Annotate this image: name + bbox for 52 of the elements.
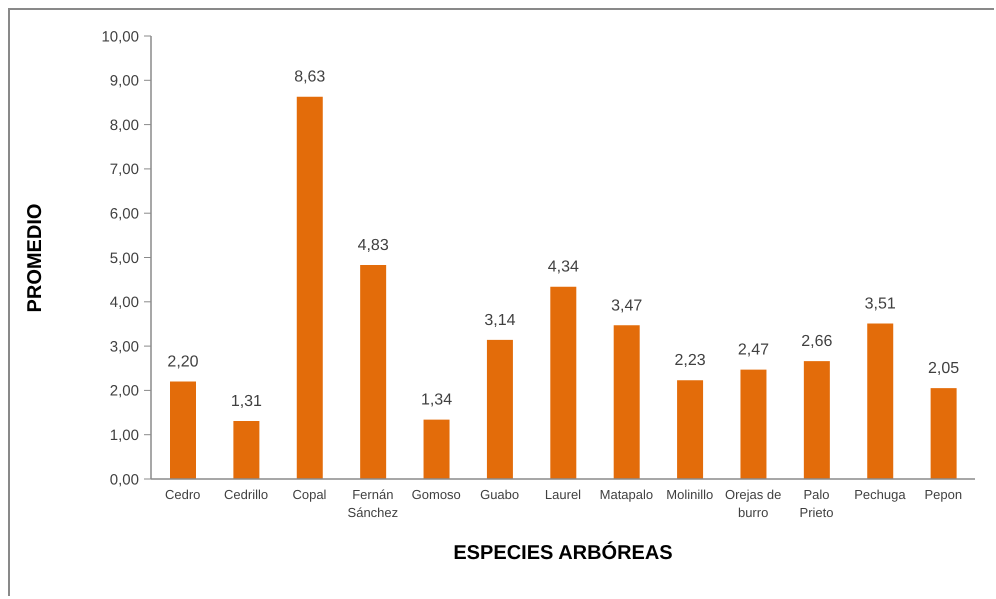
data-label: 3,14 [484,312,516,329]
bar [550,286,576,479]
x-tick-label: Cedro [164,487,200,502]
bar [170,382,196,479]
data-label: 2,05 [928,360,960,378]
y-tick-label: 8,00 [110,116,139,134]
bar [360,265,386,479]
bar [867,324,894,479]
data-label: 3,47 [611,297,642,314]
x-tick-label: Gomoso [412,487,461,502]
y-tick-label: 4,00 [110,294,139,312]
data-label: 4,34 [548,258,579,276]
y-tick-label: 9,00 [110,72,139,90]
data-label: 3,51 [864,296,896,313]
y-tick-label: 3,00 [110,338,139,356]
bar [677,380,704,479]
x-tick-label: Fernán Sánchez [348,487,398,520]
data-label: 4,83 [358,237,389,254]
bar [296,96,323,479]
y-tick-label: 6,00 [110,206,139,223]
x-tick-label: Orejas de burro [724,487,782,520]
x-tick-label: Pechuga [854,487,906,502]
data-label: 1,34 [420,392,452,409]
y-tick-label: 10,00 [101,28,139,46]
bar [740,370,766,479]
y-tick-label: 0,00 [110,471,139,488]
x-tick-label: Molinillo [666,487,714,502]
y-tick-label: 1,00 [110,427,139,444]
x-tick-label: Guabo [480,487,520,502]
x-tick-label: Cedrillo [224,487,268,502]
x-tick-label: Matapalo [600,487,654,502]
x-tick-label: Palo Prieto [800,487,834,520]
x-tick-label: Pepon [924,487,962,502]
bar [804,361,830,479]
bar [614,325,640,479]
bar [233,420,260,479]
x-axis-title: ESPECIES ARBÓREAS [453,542,673,564]
data-label: 2,20 [167,354,199,371]
y-axis-title: PROMEDIO [24,203,46,312]
data-label: 2,47 [738,342,770,359]
y-tick-label: 5,00 [110,250,139,267]
x-tick-label: Laurel [544,487,582,502]
data-label: 2,66 [801,333,833,350]
data-label: 2,23 [674,352,706,370]
data-label: 8,63 [294,68,326,86]
bar [930,388,957,479]
data-label: 1,31 [230,392,262,410]
bar [486,340,513,479]
x-tick-label: Copal [292,487,327,502]
y-tick-label: 7,00 [110,161,139,178]
bar [424,420,450,479]
y-tick-label: 2,00 [110,382,139,400]
